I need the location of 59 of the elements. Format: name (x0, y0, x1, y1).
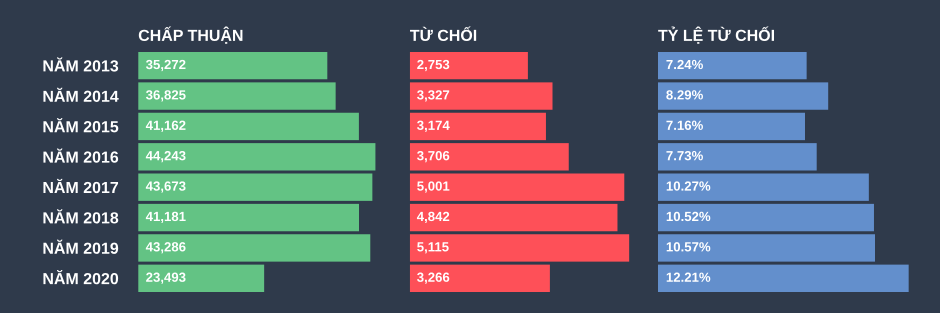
data-label: 10.27% (666, 181, 710, 191)
bar (138, 52, 328, 80)
bar (410, 234, 630, 262)
data-label: 43,673 (146, 181, 186, 193)
bar (410, 82, 553, 110)
bar (658, 143, 817, 170)
bar (658, 82, 828, 110)
chart-title: CHẤP THUẬN (138, 26, 242, 44)
data-label: 41,162 (146, 120, 186, 132)
bar (138, 174, 372, 201)
bar (410, 174, 624, 201)
data-label: 8.29% (666, 90, 703, 100)
data-label: 5,001 (417, 181, 450, 193)
data-label: 36,825 (146, 90, 186, 102)
chart-title: TỪ CHỐI (410, 26, 476, 42)
bar (138, 204, 359, 232)
data-label: 2,753 (417, 60, 450, 72)
data-label: 5,115 (417, 242, 449, 254)
y-tick-label: NĂM 2017 (43, 178, 118, 194)
bar (658, 52, 807, 80)
y-tick-label: NĂM 2018 (43, 209, 118, 224)
bar (410, 264, 550, 292)
bar (410, 204, 618, 232)
data-label: 7.24% (666, 60, 703, 70)
data-label: 10.52% (666, 212, 710, 222)
data-label: 3,266 (417, 272, 450, 284)
y-tick-label: NĂM 2015 (43, 118, 118, 132)
data-label: 4,842 (416, 212, 450, 224)
data-label: 3,327 (417, 90, 450, 102)
bar (658, 112, 805, 140)
data-label: 43,286 (146, 242, 186, 254)
bar (138, 264, 264, 292)
bar (138, 112, 359, 140)
data-label: 35,272 (146, 60, 186, 72)
data-label: 7.16% (666, 120, 703, 130)
y-tick-label: NĂM 2014 (43, 88, 119, 102)
data-label: 3,706 (417, 151, 450, 162)
bar (138, 82, 336, 110)
data-label: 44,243 (146, 151, 186, 162)
bar (410, 143, 569, 170)
data-label: 12.21% (666, 272, 710, 282)
y-tick-label: NĂM 2016 (43, 148, 118, 163)
data-label: 3,174 (417, 120, 450, 132)
bar (410, 112, 546, 140)
bar (138, 143, 376, 170)
bar (658, 174, 869, 201)
bar (658, 264, 909, 292)
y-tick-label: NĂM 2020 (43, 270, 118, 284)
bar (658, 234, 875, 262)
y-tick-label: NĂM 2019 (43, 240, 118, 254)
data-label: 7.73% (666, 151, 703, 160)
data-label: 41,181 (146, 212, 186, 224)
bar (138, 234, 370, 262)
y-tick-label: NĂM 2013 (43, 57, 118, 72)
bar (410, 52, 528, 80)
data-label: 23,493 (146, 272, 186, 284)
bar (658, 204, 874, 232)
data-label: 10.57% (666, 242, 710, 252)
chart-title: TỶ LỆ TỪ CHỐI (658, 26, 774, 44)
